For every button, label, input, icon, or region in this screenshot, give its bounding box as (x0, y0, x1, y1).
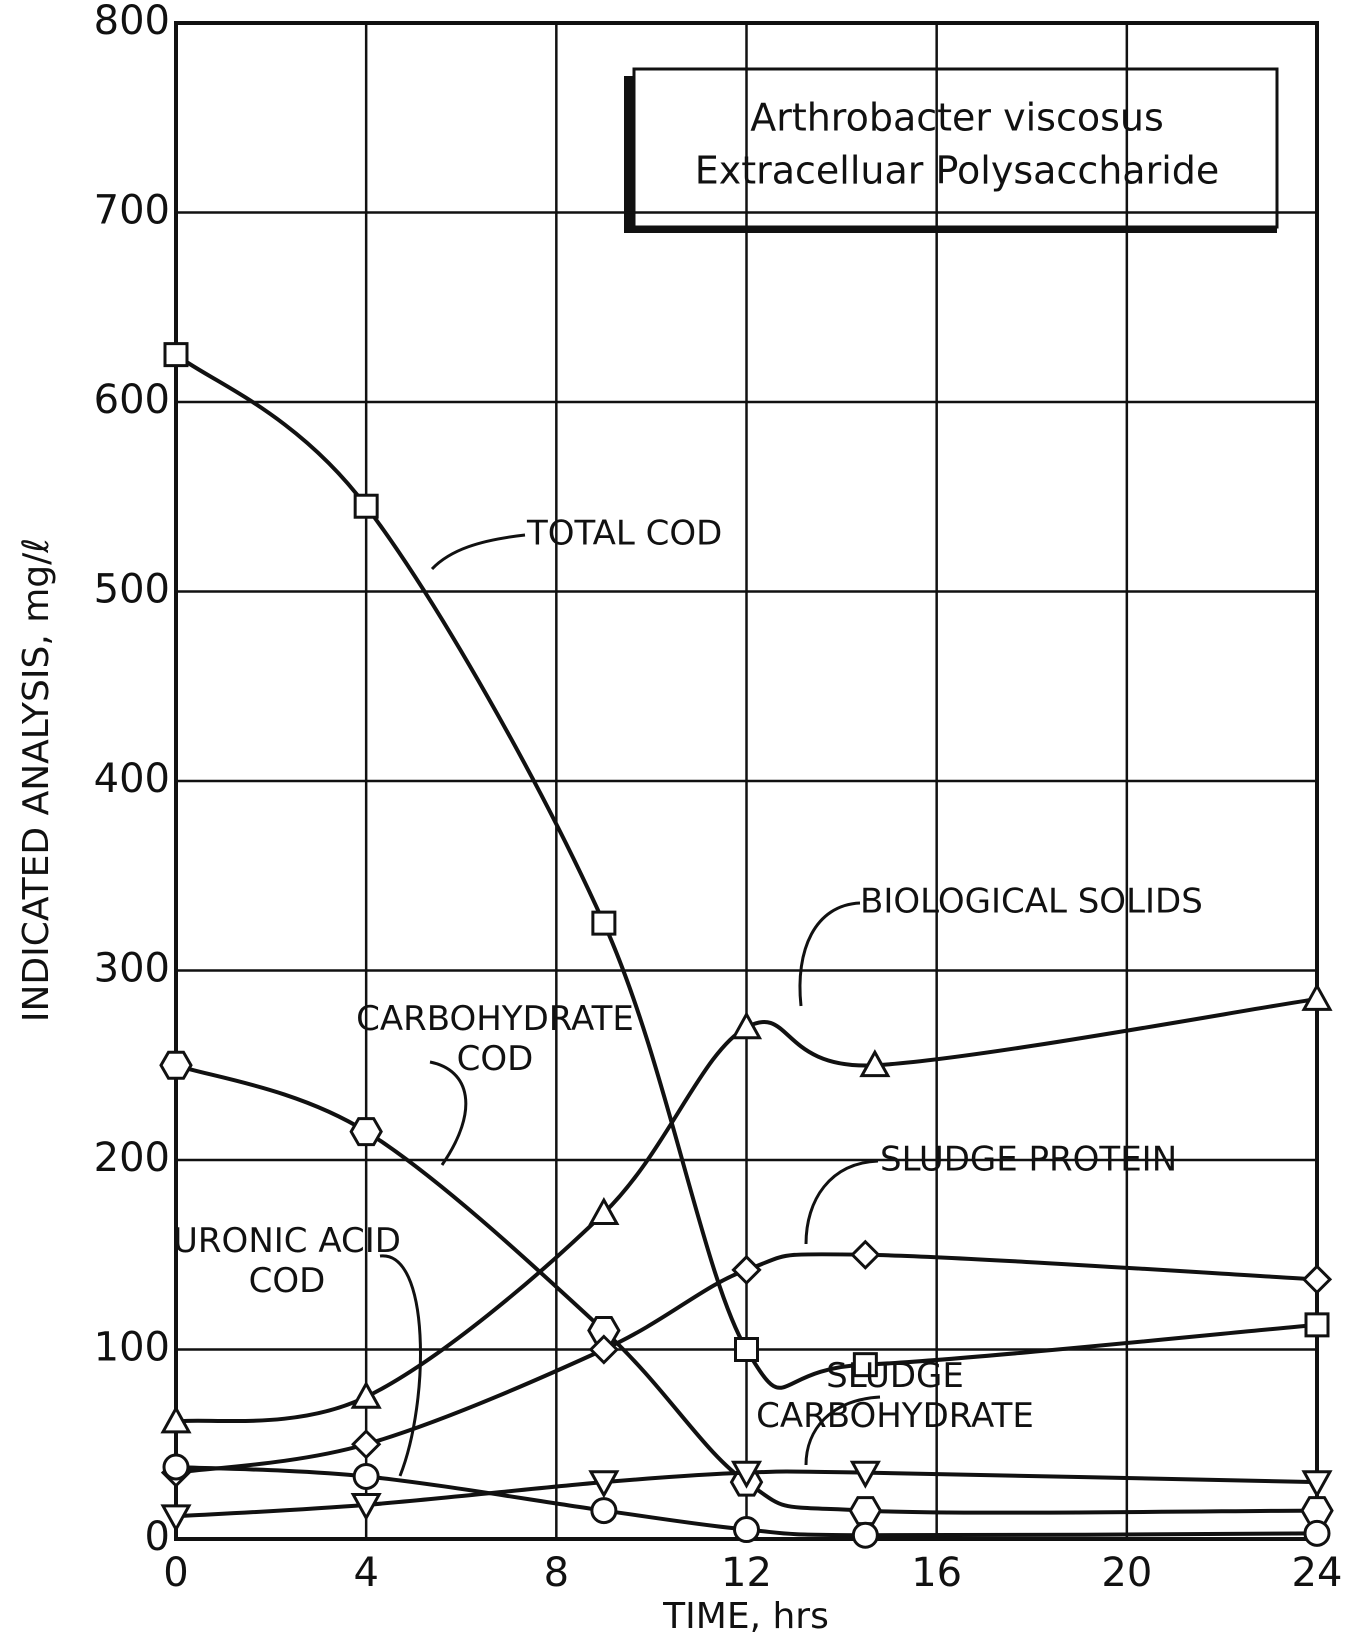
series-label: BIOLOGICAL SOLIDS (860, 882, 1203, 922)
y-tick-label: 100 (94, 1325, 170, 1371)
point (730, 1011, 763, 1040)
title-frame (632, 67, 1279, 229)
point (851, 1521, 879, 1549)
point (1301, 982, 1333, 1011)
x-tick-label: 4 (353, 1550, 378, 1596)
point (350, 1380, 382, 1409)
y-tick-label: 800 (94, 0, 170, 44)
series-label: SLUDGE CARBOHYDRATE (756, 1356, 1034, 1436)
point (350, 1492, 382, 1521)
y-tick-label: 200 (94, 1135, 170, 1181)
x-tick-label: 16 (911, 1550, 962, 1596)
x-tick-label: 12 (721, 1550, 772, 1596)
point (1303, 1519, 1331, 1547)
x-axis-label: TIME, hrs (662, 1596, 829, 1637)
x-tick-label: 20 (1101, 1550, 1152, 1596)
point (588, 1334, 619, 1365)
point (162, 1453, 190, 1481)
point (852, 1352, 878, 1378)
point (734, 1337, 759, 1362)
arrow (804, 1395, 881, 1466)
arrow (804, 1159, 879, 1245)
x-tick-label: 8 (544, 1550, 569, 1596)
series-label: SLUDGE PROTEIN (880, 1140, 1177, 1180)
point (733, 1516, 760, 1544)
title-box: Arthrobacter viscosus Extracelluar Polys… (624, 67, 1279, 233)
point (848, 1496, 883, 1526)
point (160, 1405, 192, 1434)
y-tick-label: 700 (94, 188, 170, 234)
point (351, 1429, 382, 1460)
point (1301, 1264, 1333, 1295)
point (590, 1497, 618, 1525)
x-tick-label: 0 (163, 1550, 188, 1596)
grid (174, 21, 1319, 1541)
point (591, 910, 617, 936)
arrow (798, 901, 861, 1007)
point (352, 1462, 380, 1490)
point (1304, 1312, 1330, 1338)
arrow (430, 533, 526, 571)
point (849, 1460, 881, 1489)
point (1300, 1496, 1334, 1526)
point (588, 1196, 620, 1225)
point (353, 493, 379, 519)
chart-title: Arthrobacter viscosus (750, 96, 1164, 140)
x-tick-label: 24 (1292, 1550, 1343, 1596)
point (349, 1117, 383, 1147)
point (1301, 1470, 1333, 1499)
arrow (379, 1254, 422, 1477)
point (159, 1050, 193, 1080)
y-axis-label: INDICATED ANALYSIS, mg/ℓ (16, 538, 57, 1022)
point (163, 342, 189, 368)
point (588, 1470, 620, 1499)
title-shadow (624, 76, 634, 233)
point (160, 1504, 192, 1533)
point (850, 1239, 881, 1270)
annotation-arrows (379, 533, 881, 1477)
title-shadow (624, 227, 1277, 233)
y-tick-label: 300 (94, 946, 170, 992)
y-tick-label: 600 (94, 377, 170, 423)
series-label: CARBOHYDRATE COD (356, 999, 634, 1079)
series-label: TOTAL COD (526, 514, 722, 554)
series-label: URONIC ACID COD (173, 1221, 401, 1301)
point (859, 1049, 891, 1078)
chart-title: Extracelluar Polysaccharide (695, 149, 1220, 193)
y-tick-label: 400 (94, 756, 170, 802)
arrow (429, 1060, 468, 1166)
point (730, 1460, 763, 1489)
point (731, 1254, 762, 1286)
y-tick-label: 0 (145, 1514, 170, 1560)
y-tick-label: 500 (94, 567, 170, 613)
